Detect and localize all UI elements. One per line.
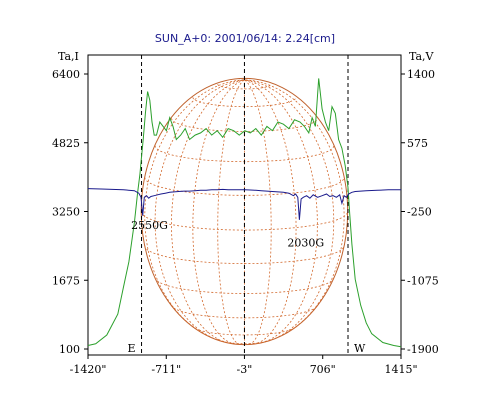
longitude-line xyxy=(244,79,272,345)
annotations: 2550G 2030G xyxy=(131,219,324,249)
right-tick-label: -1075 xyxy=(407,274,439,287)
chart-title: SUN_A+0: 2001/06/14: 2.24[cm] xyxy=(155,32,335,45)
x-tick-label: -3" xyxy=(237,363,253,376)
x-tick-label: -711" xyxy=(151,363,181,376)
latitude-line xyxy=(217,84,272,90)
longitude-line xyxy=(217,79,245,345)
data-series xyxy=(87,78,402,348)
right-tick-label: -1900 xyxy=(407,343,439,356)
longitude-line xyxy=(244,79,335,342)
left-tick-label: 3250 xyxy=(52,206,80,219)
left-axis-label: Ta,I xyxy=(58,50,79,63)
right-axis-label: Ta,V xyxy=(409,50,435,63)
left-tick-label: 100 xyxy=(59,343,80,356)
west-limb-label: W xyxy=(354,342,366,355)
axis-ticks: -1420" -711" -3" 706" 1415" 6400 4825 3250 1675 1… xyxy=(52,68,439,376)
right-tick-label: -250 xyxy=(407,206,432,219)
longitude-line xyxy=(244,79,297,345)
longitude-line xyxy=(171,79,245,344)
longitude-line xyxy=(154,79,245,342)
x-tick-label: 706" xyxy=(310,363,336,376)
left-tick-label: 6400 xyxy=(52,68,80,81)
field-strength-label: 2550G xyxy=(131,219,168,232)
x-tick-label: 1415" xyxy=(384,363,417,376)
left-tick-label: 1675 xyxy=(52,274,80,287)
latitude-line xyxy=(140,211,349,231)
longitude-line xyxy=(244,79,345,338)
right-tick-label: 575 xyxy=(407,137,428,150)
east-limb-label: E xyxy=(128,342,136,355)
series-line-I xyxy=(87,78,402,348)
longitude-line xyxy=(144,79,245,338)
longitude-line xyxy=(244,79,318,344)
series-line-V xyxy=(87,188,401,220)
left-tick-label: 4825 xyxy=(52,137,80,150)
x-tick-label: -1420" xyxy=(70,363,107,376)
right-tick-label: 1400 xyxy=(407,68,435,81)
field-strength-label: 2030G xyxy=(287,236,324,249)
longitude-line xyxy=(192,79,245,345)
